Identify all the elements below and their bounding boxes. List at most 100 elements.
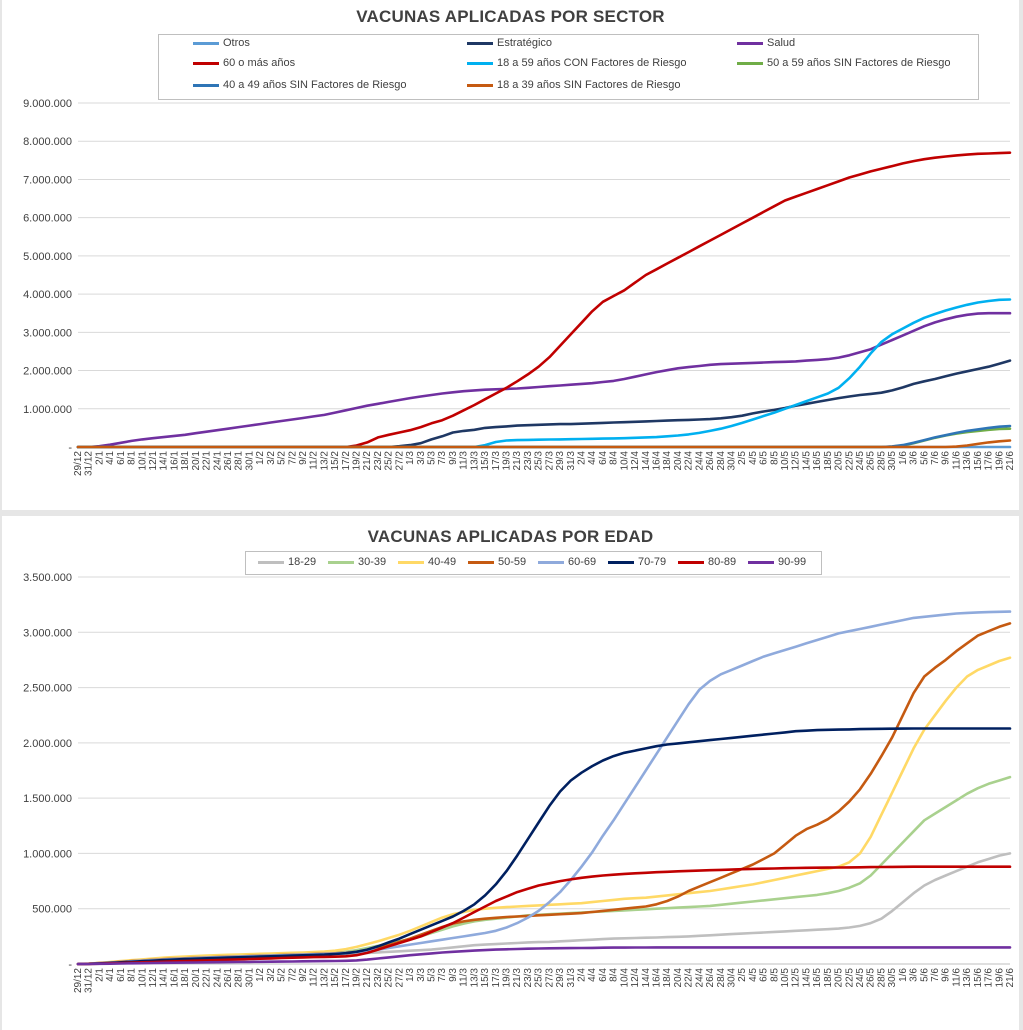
- chart-sector-y-tick-label: -: [68, 442, 72, 454]
- chart-edad-x-tick-label: 4/5: [748, 968, 759, 982]
- chart-edad-x-tick-label: 22/5: [844, 968, 855, 988]
- chart-edad-legend-swatch: [748, 560, 774, 564]
- chart-edad-legend-item-60-69: 60-69: [538, 556, 596, 568]
- chart-sector-legend-item-otros: Otros: [193, 37, 250, 49]
- chart-edad-x-tick-label: 26/1: [223, 968, 234, 988]
- chart-sector-x-tick-label: 4/1: [105, 451, 116, 465]
- chart-edad-x-tick-label: 16/1: [169, 968, 180, 988]
- chart-edad-x-tick-label: 9/3: [448, 968, 459, 982]
- chart-edad-x-tick-label: 7/3: [437, 968, 448, 982]
- chart-edad-x-tick-label: 1/2: [255, 968, 266, 982]
- chart-sector-x-tick-label: 5/6: [919, 451, 930, 465]
- chart-edad-x-tick-label: 14/5: [801, 968, 812, 988]
- chart-edad-x-tick-label: 28/1: [234, 968, 245, 988]
- chart-edad-x-tick-label: 10/4: [619, 968, 630, 988]
- chart-edad-x-tick-label: 2/1: [94, 968, 105, 982]
- chart-edad-x-tick-label: 20/1: [191, 968, 202, 988]
- chart-sector-y-tick-label: 9.000.000: [23, 98, 72, 110]
- chart-sector-x-tick-label: 29/3: [555, 451, 566, 471]
- chart-edad-legend-swatch: [538, 560, 564, 564]
- chart-sector-y-tick-label: 4.000.000: [23, 289, 72, 301]
- chart-sector-x-tick-label: 18/5: [823, 451, 834, 471]
- chart-sector-x-tick-label: 17/2: [341, 451, 352, 471]
- chart-sector-title: VACUNAS APLICADAS POR SECTOR: [356, 7, 665, 26]
- chart-edad-x-tick-label: 3/3: [416, 968, 427, 982]
- chart-edad-x-tick-label: 30/5: [887, 968, 898, 988]
- chart-edad-x-tick-label: 19/6: [994, 968, 1005, 988]
- chart-sector-x-tick-label: 14/1: [159, 451, 170, 471]
- chart-sector-x-tick-label: 18/1: [180, 451, 191, 471]
- chart-sector-x-tick-label: 25/3: [534, 451, 545, 471]
- chart-edad-x-tick-label: 25/3: [534, 968, 545, 988]
- chart-edad-x-tick-label: 8/4: [609, 968, 620, 982]
- chart-sector-x-tick-label: 26/1: [223, 451, 234, 471]
- chart-edad-legend-swatch: [608, 560, 634, 564]
- chart-sector-legend-swatch: [193, 41, 219, 45]
- chart-edad-legend-label: 90-99: [778, 556, 807, 568]
- chart-sector-x-tick-label: 27/3: [544, 451, 555, 471]
- chart-edad-series-90-99-line: [76, 946, 1012, 966]
- chart-sector-x-tick-label: 11/2: [309, 451, 320, 470]
- chart-sector-legend-label: 18 a 39 años SIN Factores de Riesgo: [497, 79, 681, 91]
- chart-sector-x-tick-label: 18/4: [662, 451, 673, 471]
- chart-edad-x-tick-label: 5/2: [277, 968, 288, 982]
- chart-sector-x-tick-label: 14/4: [641, 451, 652, 471]
- chart-sector-x-tick-label: 23/3: [523, 451, 534, 471]
- chart-sector-x-tick-label: 28/1: [234, 451, 245, 471]
- chart-edad-x-tick-label: 7/6: [930, 968, 941, 982]
- chart-sector-x-tick-label: 12/4: [630, 451, 641, 471]
- chart-edad-x-tick-label: 19/2: [352, 968, 363, 988]
- chart-sector-x-tick-label: 8/4: [609, 451, 620, 465]
- chart-sector-x-tick-label: 8/1: [127, 451, 138, 465]
- chart-sector-x-tick-label: 7/3: [437, 451, 448, 465]
- chart-sector-x-tick-label: 17/6: [984, 451, 995, 471]
- chart-edad-legend-label: 30-39: [358, 556, 387, 568]
- chart-edad-x-tick-label: 28/4: [716, 968, 727, 988]
- chart-edad-x-tick-label: 15/3: [480, 968, 491, 988]
- chart-sector-y-tick-label: 5.000.000: [23, 251, 72, 263]
- chart-sector-x-tick-label: 1/3: [405, 451, 416, 465]
- chart-sector-x-tick-label: 3/3: [416, 451, 427, 465]
- chart-edad-legend-item-50-59: 50-59: [468, 556, 526, 568]
- chart-sector-x-tick-label: 4/5: [748, 451, 759, 465]
- chart-edad-legend-item-70-79: 70-79: [608, 556, 666, 568]
- chart-edad-x-tick-label: 29/12: [73, 968, 84, 993]
- chart-edad-legend-swatch: [398, 560, 424, 564]
- chart-edad-series-70-79-line: [76, 727, 1012, 966]
- chart-edad-svg: - 500.000 1.000.000 1.500.000 2.000.000 2.500…: [23, 572, 1016, 993]
- chart-sector-x-tick-label: 10/1: [137, 451, 148, 471]
- chart-edad-x-tick-label: 11/6: [951, 968, 962, 987]
- chart-edad-title: VACUNAS APLICADAS POR EDAD: [367, 527, 654, 546]
- chart-sector-legend-label: Otros: [223, 37, 250, 49]
- chart-sector-legend-swatch: [467, 41, 493, 45]
- chart-sector-x-tick-label: 3/6: [909, 451, 920, 465]
- chart-sector-legend-item-salud: Salud: [737, 37, 795, 49]
- chart-sector-y-tick-label: 2.000.000: [23, 366, 72, 378]
- chart-edad-x-tick-label: 6/1: [116, 968, 127, 982]
- chart-sector-y-tick-label: 1.000.000: [23, 404, 72, 416]
- chart-sector-x-tick-label: 24/4: [694, 451, 705, 471]
- chart-sector-x-tick-label: 9/2: [298, 451, 309, 465]
- chart-edad-series-80-89-line: [76, 865, 1012, 966]
- chart-sector-legend-swatch: [193, 61, 219, 65]
- chart-sector-x-tick-label: 31/3: [566, 451, 577, 471]
- chart-edad-x-tick-label: 20/5: [834, 968, 845, 988]
- chart-edad-x-tick-label: 16/5: [812, 968, 823, 988]
- chart-edad-x-tick-label: 29/3: [555, 968, 566, 988]
- chart-edad-legend-label: 40-49: [428, 556, 457, 568]
- chart-sector-legend-swatch: [467, 61, 493, 65]
- chart-sector-series-salud-line: [76, 311, 1012, 449]
- chart-sector-x-tick-label: 21/2: [362, 451, 373, 471]
- chart-edad-x-tick-label: 3/6: [909, 968, 920, 982]
- chart-edad-legend-item-18-29: 18-29: [258, 556, 316, 568]
- chart-edad-x-tick-label: 4/1: [105, 968, 116, 982]
- chart-edad-x-tick-label: 22/1: [202, 968, 213, 988]
- chart-sector-x-tick-label: 7/2: [287, 451, 298, 465]
- chart-edad-x-tick-label: 15/2: [330, 968, 341, 988]
- chart-edad-x-tick-label: 3/2: [266, 968, 277, 982]
- chart-sector-x-tick-label: 6/5: [759, 451, 770, 465]
- chart-edad-x-tick-label: 26/5: [866, 968, 877, 988]
- chart-edad-panel: - 500.000 1.000.000 1.500.000 2.000.000 2.500…: [2, 516, 1019, 1030]
- chart-edad-legend-item-80-89: 80-89: [678, 556, 736, 568]
- chart-edad-x-tick-label: 25/2: [384, 968, 395, 988]
